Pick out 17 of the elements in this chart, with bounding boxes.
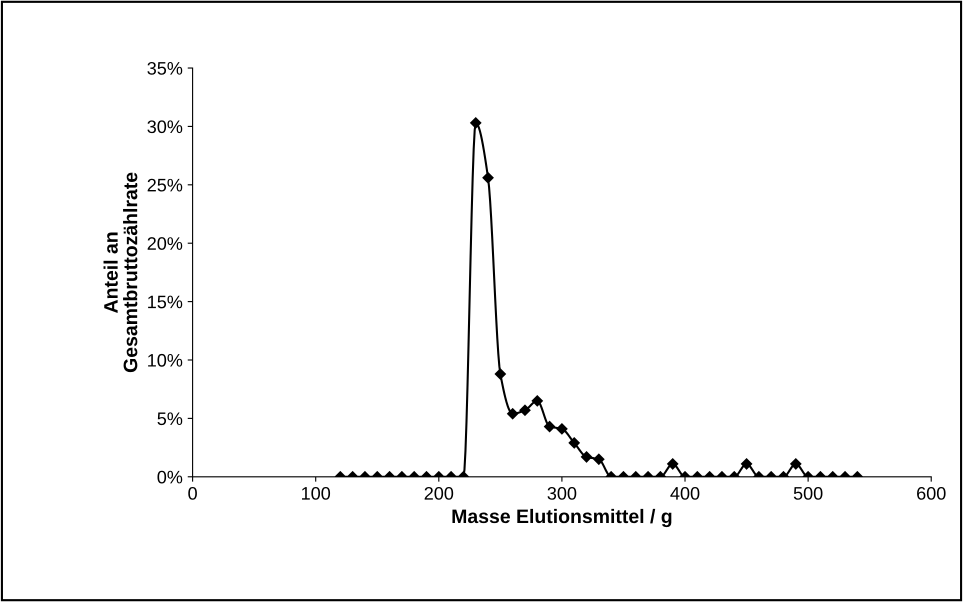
x-tick-label: 400 [670, 486, 700, 500]
y-tick-label: 5% [158, 412, 182, 426]
y-tick-label: 0% [157, 470, 182, 484]
x-tick-label: 500 [794, 486, 822, 500]
y-tick-label: 25% [148, 178, 182, 192]
x-axis-title: Masse Elutionsmittel / g [452, 508, 672, 528]
y-tick-label: 10% [148, 354, 182, 367]
y-axis-title: Anteil an Gesamtbruttozählrate [104, 172, 138, 372]
x-tick-label: 600 [917, 486, 946, 500]
x-tick-label: 0 [188, 486, 197, 500]
y-tick-label: 20% [148, 237, 182, 250]
y-tick-label: 30% [147, 120, 182, 134]
x-tick-label: 200 [424, 486, 454, 500]
x-tick-label: 300 [548, 486, 576, 500]
x-tick-label: 100 [302, 486, 330, 500]
y-tick-label: 15% [148, 296, 182, 308]
y-tick-label: 35% [147, 62, 182, 75]
